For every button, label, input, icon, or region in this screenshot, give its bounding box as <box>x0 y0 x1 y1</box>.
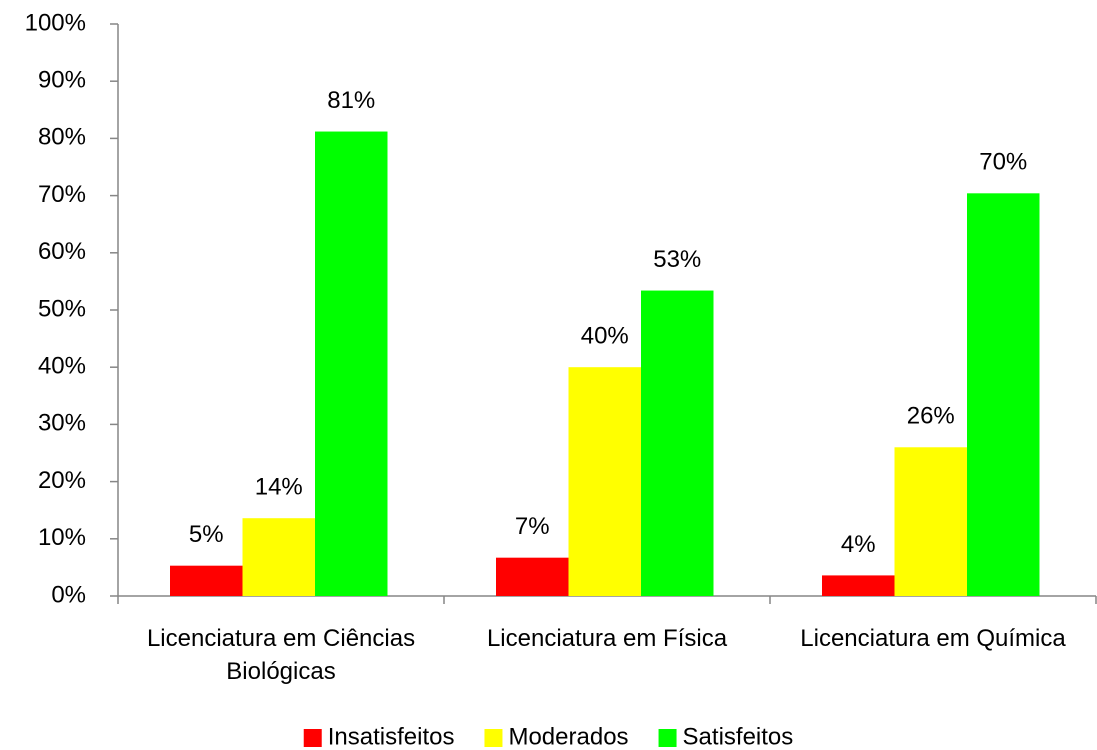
y-tick-label: 100% <box>25 9 86 36</box>
legend-label: Insatisfeitos <box>328 723 455 750</box>
bar <box>568 367 641 596</box>
bar <box>496 557 569 596</box>
y-tick-label: 10% <box>38 524 86 551</box>
data-label: 5% <box>189 521 224 548</box>
legend-swatch <box>658 729 677 747</box>
x-tick-label: Licenciatura em Ciências Biológicas <box>146 625 416 685</box>
bar <box>967 193 1040 596</box>
y-tick-label: 20% <box>38 467 86 494</box>
bar <box>894 447 967 596</box>
data-label: 7% <box>515 513 550 540</box>
data-label: 4% <box>841 531 876 558</box>
data-label: 26% <box>907 403 955 430</box>
bar <box>641 290 714 596</box>
y-tick-label: 60% <box>38 238 86 265</box>
bar <box>170 565 243 596</box>
x-tick-label: Licenciatura em Física <box>486 625 728 652</box>
y-tick-label: 80% <box>38 124 86 151</box>
bar <box>242 518 315 596</box>
y-tick-label: 40% <box>38 353 86 380</box>
y-tick-label: 90% <box>38 67 86 94</box>
y-tick-label: 70% <box>38 181 86 208</box>
y-tick-label: 0% <box>51 581 86 608</box>
legend-swatch <box>484 729 503 747</box>
data-label: 40% <box>581 323 629 350</box>
data-label: 81% <box>327 87 375 114</box>
legend-label: Moderados <box>508 723 628 750</box>
legend-swatch <box>303 729 322 747</box>
data-label: 14% <box>255 474 303 501</box>
data-label: 53% <box>653 246 701 273</box>
x-tick-label: Licenciatura em Química <box>800 625 1066 652</box>
data-label: 70% <box>979 149 1027 176</box>
bar <box>315 131 388 596</box>
bar <box>822 575 895 596</box>
legend-label: Satisfeitos <box>683 723 794 750</box>
y-tick-label: 30% <box>38 410 86 437</box>
y-tick-label: 50% <box>38 295 86 322</box>
